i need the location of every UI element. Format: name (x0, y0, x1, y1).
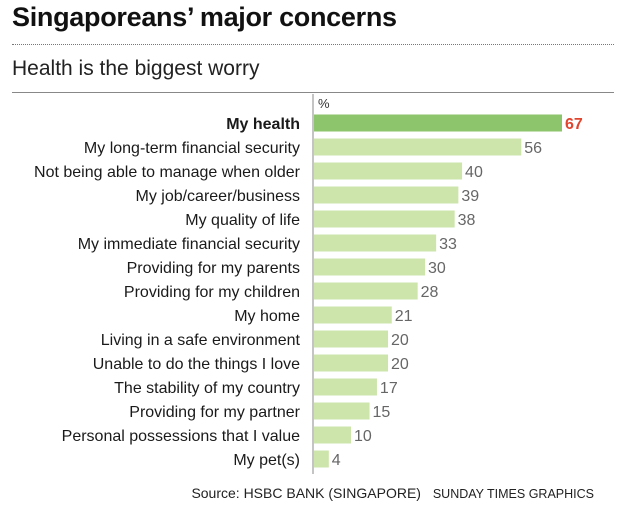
category-label-11: The stability of my country (114, 380, 300, 397)
bar-14 (314, 450, 329, 468)
subtitle-divider (12, 92, 614, 93)
bar-8 (314, 306, 392, 324)
source-text: Source: HSBC BANK (SINGAPORE) (191, 485, 421, 501)
unit-label: % (318, 96, 330, 111)
value-label-5: 33 (439, 236, 457, 253)
bar-4 (314, 210, 455, 228)
bar-0 (314, 114, 562, 132)
category-label-4: My quality of life (185, 212, 300, 229)
category-label-5: My immediate financial security (78, 236, 300, 253)
category-label-12: Providing for my partner (129, 404, 300, 421)
value-label-3: 39 (461, 188, 479, 205)
bar-7 (314, 282, 418, 300)
value-label-0: 67 (565, 116, 583, 133)
value-label-7: 28 (421, 284, 439, 301)
category-label-9: Living in a safe environment (101, 332, 301, 349)
value-label-1: 56 (524, 140, 542, 157)
category-label-2: Not being able to manage when older (34, 164, 301, 181)
value-label-10: 20 (391, 356, 409, 373)
bar-chart: % My health 67 My long-term financial secur… (34, 94, 583, 474)
value-label-8: 21 (395, 308, 413, 325)
bar-6 (314, 258, 426, 276)
value-label-2: 40 (465, 164, 483, 181)
value-label-13: 10 (354, 428, 372, 445)
value-label-9: 20 (391, 332, 409, 349)
category-label-7: Providing for my children (124, 284, 300, 301)
bar-5 (314, 234, 437, 252)
bar-13 (314, 426, 352, 444)
value-label-4: 38 (458, 212, 476, 229)
bar-10 (314, 354, 389, 372)
category-label-6: Providing for my parents (127, 260, 300, 277)
bar-11 (314, 378, 377, 396)
category-label-14: My pet(s) (233, 452, 300, 469)
category-label-3: My job/career/business (135, 188, 300, 205)
bar-1 (314, 138, 522, 156)
chart-subtitle: Health is the biggest worry (12, 57, 260, 80)
bar-2 (314, 162, 463, 180)
chart-title: Singaporeans’ major concerns (12, 2, 397, 32)
category-label-13: Personal possessions that I value (62, 428, 300, 445)
category-label-0: My health (226, 116, 300, 133)
source-note: Source: HSBC BANK (SINGAPORE) SUNDAY TIM… (191, 485, 594, 501)
value-label-6: 30 (428, 260, 446, 277)
value-label-11: 17 (380, 380, 398, 397)
category-label-1: My long-term financial security (84, 140, 300, 157)
value-label-12: 15 (373, 404, 391, 421)
category-label-10: Unable to do the things I love (93, 356, 300, 373)
bar-12 (314, 402, 370, 420)
value-label-14: 4 (332, 452, 341, 469)
bar-9 (314, 330, 389, 348)
title-divider (12, 44, 614, 45)
bar-3 (314, 186, 459, 204)
category-label-8: My home (234, 308, 300, 325)
graphics-credit: SUNDAY TIMES GRAPHICS (432, 487, 594, 501)
